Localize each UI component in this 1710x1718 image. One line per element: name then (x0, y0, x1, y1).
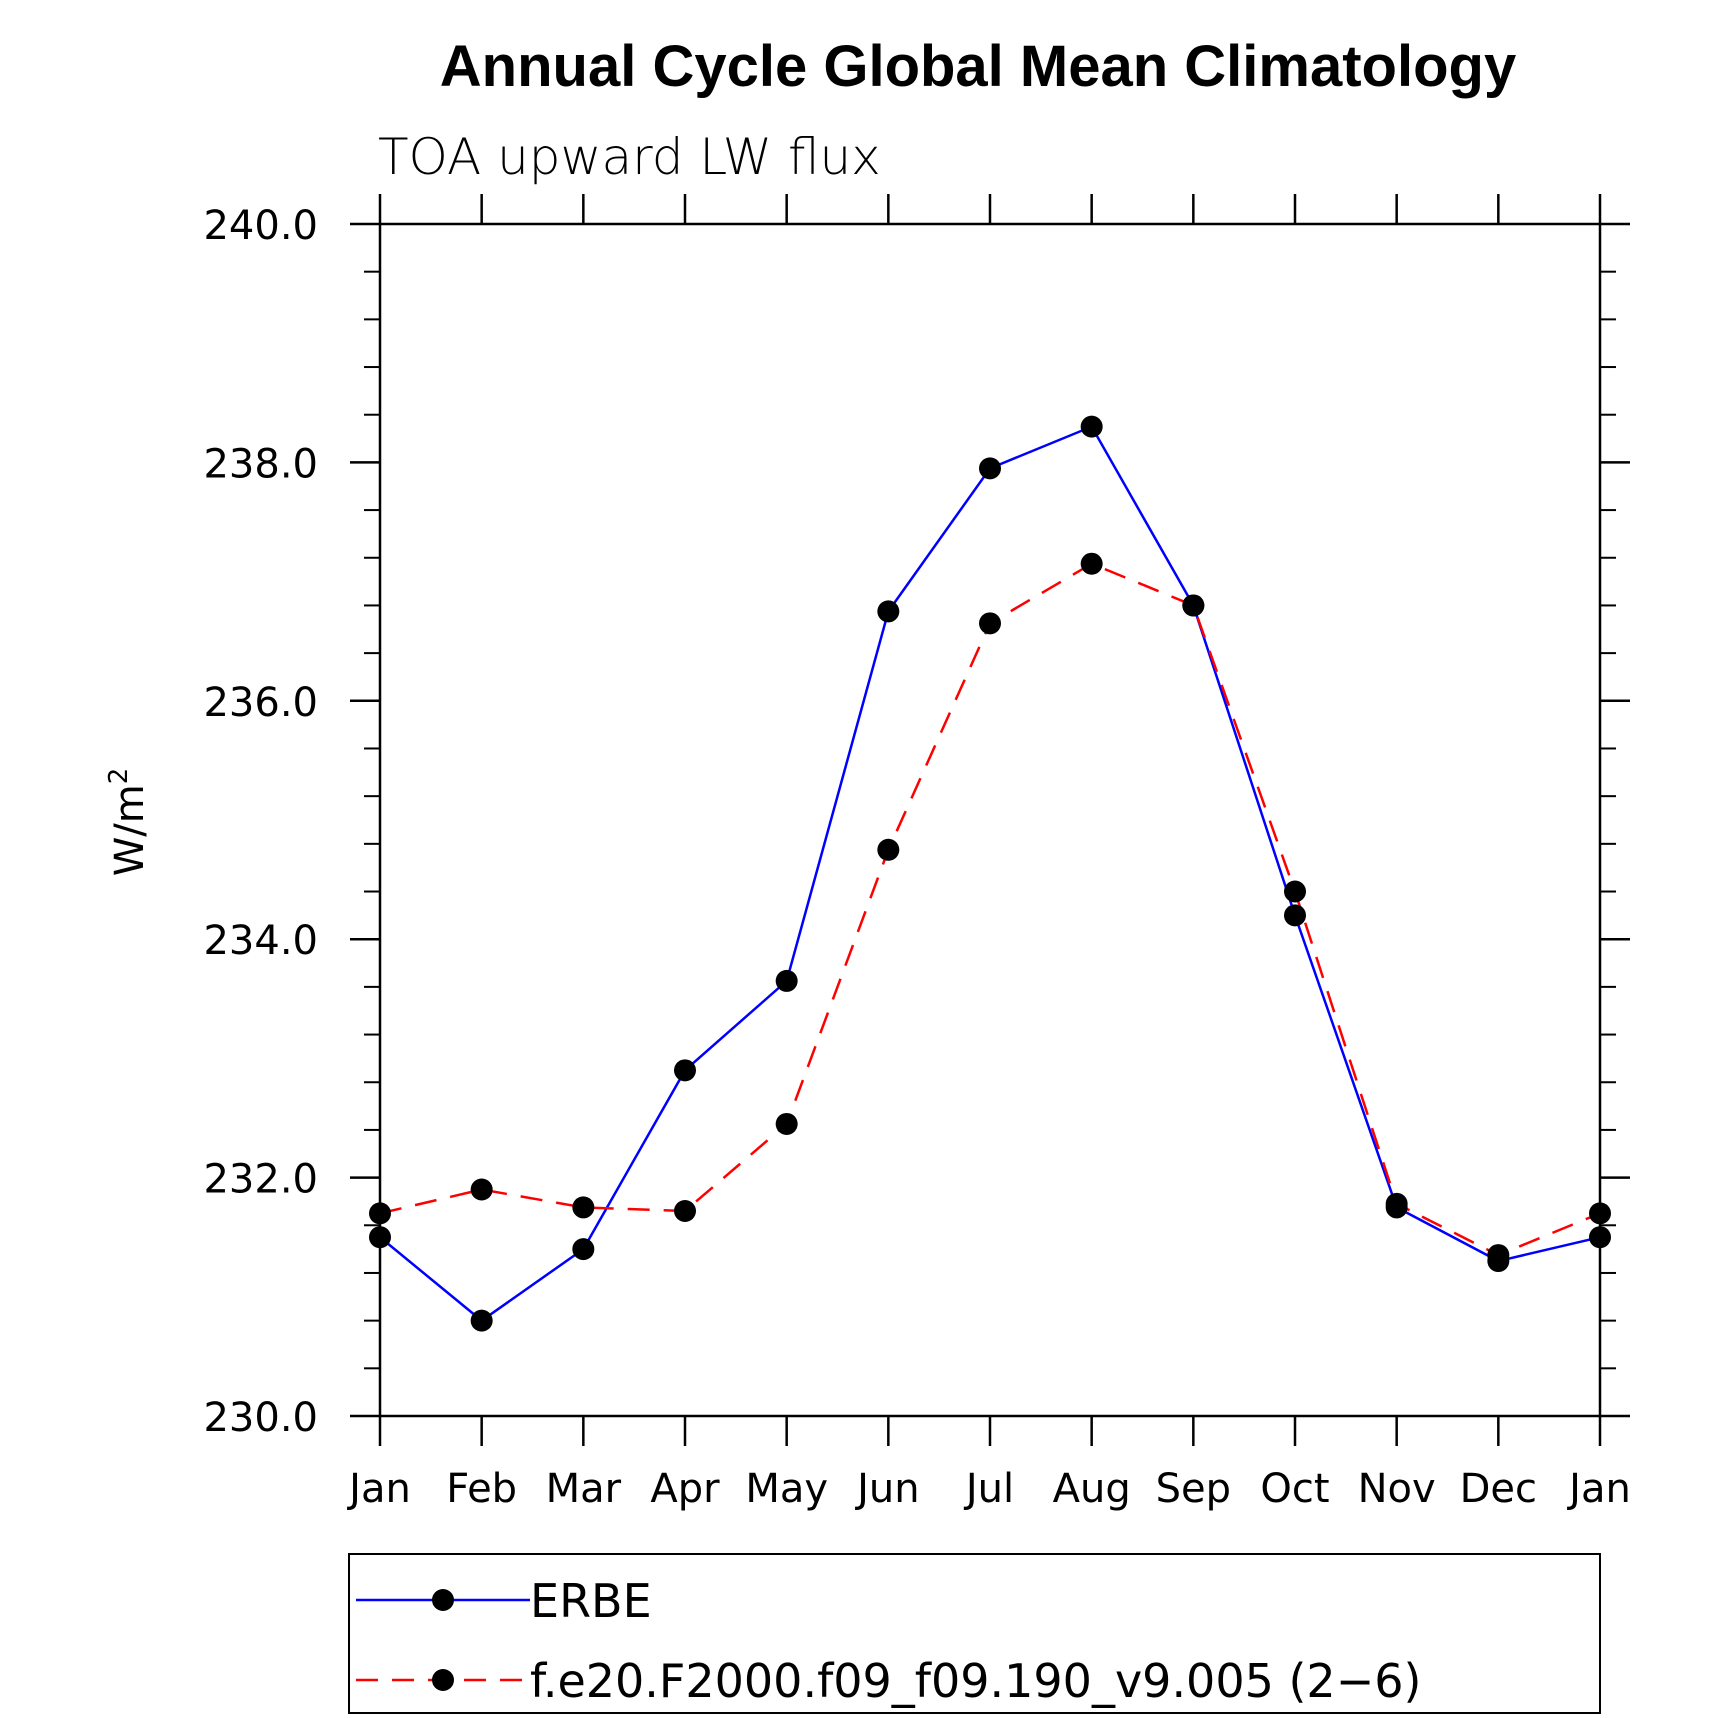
chart-title: Annual Cycle Global Mean Climatology (440, 34, 1516, 99)
y-tick-label: 236.0 (203, 680, 318, 726)
legend-marker-1 (432, 1589, 454, 1611)
series-1-point (979, 457, 1001, 480)
series-2-point (979, 612, 1001, 635)
y-axis-label-main: W/m (107, 784, 153, 876)
series-1-point (674, 1059, 696, 1082)
x-tick-label: Oct (1260, 1466, 1329, 1512)
chart-subtitle: TOA upward LW flux (378, 128, 881, 186)
series-2-point (877, 838, 900, 861)
y-axis-label-superscript: 2 (104, 768, 134, 785)
x-tick-label: Nov (1358, 1466, 1436, 1512)
y-tick-label: 232.0 (203, 1157, 318, 1203)
legend-marker-2 (432, 1669, 454, 1691)
series-1-point (1080, 415, 1103, 438)
series-1-point (877, 600, 900, 623)
y-tick-label: 240.0 (203, 203, 318, 249)
series-line-2 (379, 562, 1601, 1257)
series-2-point (470, 1178, 493, 1201)
plot-axes (378, 222, 1602, 1418)
series-2-point (1284, 880, 1306, 903)
x-tick-label: Feb (446, 1466, 517, 1512)
x-tick-label: Apr (650, 1466, 720, 1512)
series-2-point (369, 1202, 391, 1225)
series-2-point (674, 1199, 696, 1222)
x-tick-label: Dec (1460, 1466, 1537, 1512)
x-tick-label: Jan (1566, 1466, 1631, 1512)
legend-label-2: f.e20.F2000.f09_f09.190_v9.005 (2−6) (530, 1654, 1421, 1708)
series-2-point (775, 1112, 798, 1135)
series-2-point (572, 1196, 595, 1219)
series-1-point (1589, 1226, 1611, 1249)
series-layer (369, 415, 1611, 1332)
y-axis-label: W/m2 (104, 768, 153, 877)
series-1-point (470, 1309, 493, 1332)
y-tick-label: 234.0 (203, 918, 318, 964)
x-tick-label: May (745, 1466, 828, 1512)
series-2-point (1487, 1244, 1510, 1267)
plot-frame (378, 222, 1602, 1418)
series-1-point (775, 969, 798, 992)
series-2-point (1385, 1192, 1408, 1215)
series-1-point (369, 1226, 391, 1249)
x-tick-label: Jun (854, 1466, 920, 1512)
x-tick-label: Aug (1053, 1466, 1131, 1512)
series-line-1 (379, 425, 1601, 1323)
series-1-point (572, 1238, 595, 1261)
x-axis-ticks: Jan Feb Mar Apr May Jun Jul Aug Sep Oct Nov Dec Jan (346, 194, 1631, 1512)
y-tick-label: 238.0 (203, 441, 318, 487)
series-2-point (1182, 594, 1205, 617)
series-2-point (1080, 552, 1103, 575)
series-2-point (1589, 1202, 1611, 1225)
x-tick-label: Jan (346, 1466, 411, 1512)
y-axis-ticks: 230.0 232.0 234.0 236.0 238.0 240.0 (203, 203, 1630, 1441)
x-tick-label: Jul (963, 1466, 1014, 1512)
x-tick-label: Sep (1156, 1466, 1231, 1512)
x-tick-label: Mar (546, 1466, 622, 1512)
legend-label-1: ERBE (530, 1574, 652, 1628)
series-1-point (1284, 904, 1306, 927)
y-tick-label: 230.0 (203, 1395, 318, 1441)
legend-box (348, 1553, 1601, 1714)
legend: ERBE f.e20.F2000.f09_f09.190_v9.005 (2−6) (348, 1553, 1601, 1714)
